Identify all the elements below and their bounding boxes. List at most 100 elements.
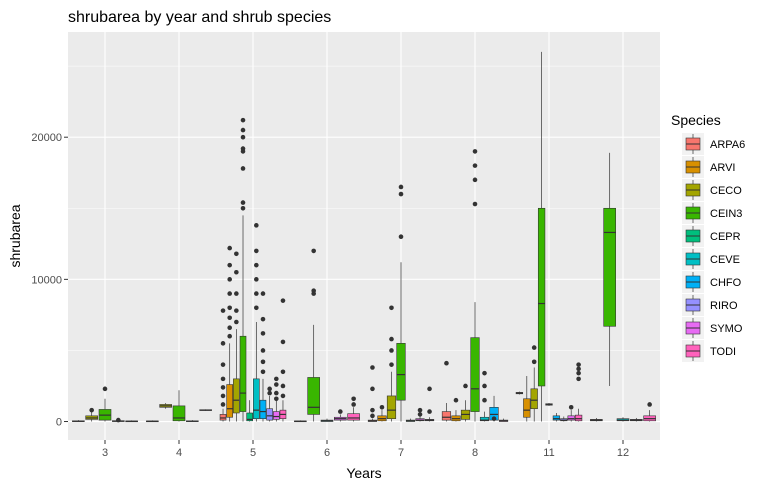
- x-tick-label: 12: [617, 447, 629, 459]
- outlier-point: [240, 205, 246, 211]
- outlier-point: [351, 396, 356, 402]
- box-TODI-11: [574, 362, 583, 422]
- outlier-point: [491, 416, 497, 421]
- box-CEIN3-12: [603, 152, 616, 386]
- outlier-point: [463, 383, 468, 389]
- outlier-point: [280, 298, 286, 303]
- box-CHFO-4: [186, 420, 199, 422]
- outlier-point: [220, 341, 226, 346]
- box-iqr: [603, 207, 616, 327]
- outlier-point: [472, 149, 478, 154]
- outlier-point: [370, 407, 375, 413]
- box-iqr: [530, 388, 538, 410]
- outlier-point: [234, 269, 239, 275]
- outlier-point: [234, 308, 239, 313]
- box-iqr: [386, 395, 397, 419]
- box-iqr: [441, 411, 452, 421]
- y-tick-label: 0: [56, 417, 62, 429]
- legend-item-CEVE: CEVE: [682, 248, 740, 270]
- plot-panel: [68, 32, 660, 440]
- outlier-point: [389, 336, 394, 342]
- box-iqr: [479, 416, 490, 422]
- outlier-point: [482, 397, 487, 403]
- box-CEIN3-11: [537, 51, 546, 422]
- outlier-point: [227, 325, 232, 330]
- outlier-point: [260, 348, 266, 353]
- outlier-point: [453, 397, 459, 403]
- outlier-point: [220, 308, 226, 313]
- outlier-point: [531, 345, 537, 350]
- box-SYMO-5: [273, 376, 280, 422]
- outlier-point: [379, 405, 385, 410]
- box-CEIN3-8: [470, 149, 480, 422]
- x-tick-label: 5: [250, 447, 256, 459]
- outlier-point: [234, 251, 239, 257]
- y-axis-title: shrubarea: [7, 204, 23, 267]
- outlier-point: [338, 409, 343, 414]
- box-RIRO-5: [266, 386, 273, 422]
- legend-item-CECO: CECO: [682, 179, 742, 201]
- outlier-point: [274, 396, 279, 402]
- box-CEIN3-4: [172, 390, 186, 422]
- box-iqr: [219, 414, 227, 421]
- outlier-point: [227, 262, 232, 268]
- box-iqr: [537, 207, 546, 387]
- box-CEVE-12: [616, 417, 630, 422]
- outlier-point: [482, 370, 487, 376]
- outlier-point: [444, 360, 449, 366]
- outlier-point: [398, 234, 404, 240]
- box-CECO-5: [233, 251, 240, 422]
- box-layer: [72, 51, 656, 423]
- outlier-point: [227, 315, 232, 321]
- outlier-point: [370, 386, 375, 392]
- box-CECO-4: [159, 403, 172, 409]
- outlier-point: [417, 407, 423, 413]
- outlier-point: [398, 191, 404, 197]
- outlier-point: [267, 390, 272, 396]
- box-iqr: [307, 377, 320, 415]
- legend-label: CECO: [710, 185, 742, 197]
- box-ARPA6-5: [219, 308, 227, 422]
- outlier-point: [267, 386, 272, 392]
- box-ARPA6-7: [367, 365, 378, 422]
- outlier-point: [227, 333, 232, 339]
- x-tick-label: 3: [102, 447, 108, 459]
- outlier-point: [227, 245, 232, 251]
- legend-item-CHFO: CHFO: [682, 271, 742, 293]
- outlier-point: [311, 248, 316, 254]
- box-TODI-8: [498, 418, 509, 422]
- box-iqr: [239, 335, 247, 412]
- outlier-point: [274, 390, 279, 396]
- x-tick-label: 4: [176, 447, 182, 459]
- box-ARVI-8: [451, 397, 461, 422]
- y-tick-label: 10000: [31, 274, 62, 286]
- outlier-point: [240, 146, 246, 151]
- x-axis-title: Years: [346, 465, 381, 481]
- outlier-point: [227, 305, 232, 311]
- box-CEVE-6: [320, 418, 334, 422]
- outlier-point: [389, 348, 394, 353]
- box-TODI-6: [347, 396, 360, 422]
- box-iqr: [552, 415, 561, 421]
- box-ARPA6-8: [441, 360, 452, 422]
- chart-title: shrubarea by year and shrub species: [68, 9, 331, 26]
- box-iqr: [246, 412, 253, 422]
- box-iqr: [233, 378, 240, 414]
- outlier-point: [472, 177, 478, 183]
- axes: 0 10000 20000 3 4 5 6 7 8 11 12: [31, 132, 629, 459]
- box-ARPA6-12: [590, 417, 603, 422]
- outlier-point: [254, 291, 259, 296]
- outlier-point: [116, 417, 121, 423]
- legend-label: CEPR: [710, 231, 741, 243]
- outlier-point: [576, 362, 581, 367]
- box-CEPR-5: [246, 400, 253, 422]
- box-iqr: [396, 343, 406, 401]
- legend-item-SYMO: SYMO: [682, 317, 743, 339]
- outlier-point: [389, 305, 394, 311]
- box-iqr: [226, 384, 233, 418]
- outlier-point: [274, 376, 279, 382]
- box-SYMO-3: [125, 420, 138, 423]
- x-tick-label: 6: [324, 447, 330, 459]
- outlier-point: [280, 369, 286, 375]
